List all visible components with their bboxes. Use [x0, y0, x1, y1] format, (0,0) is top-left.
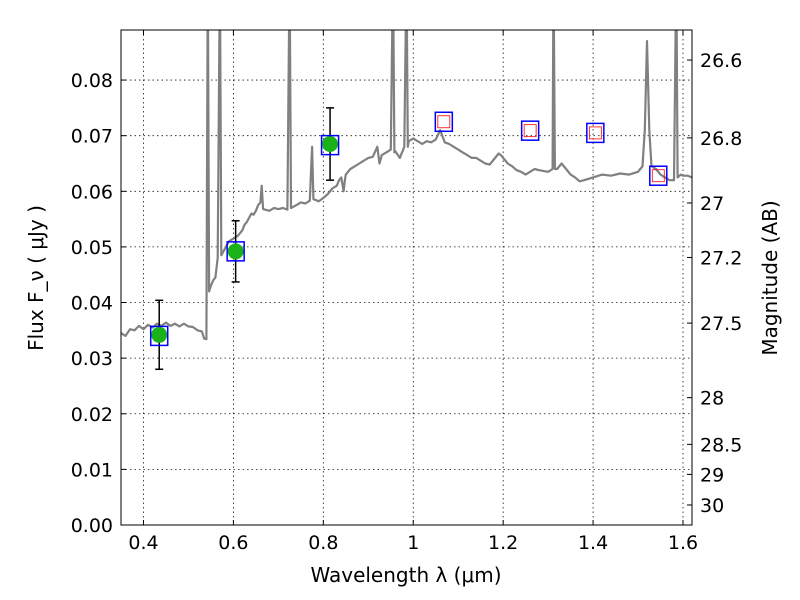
- spectrum-line: [121, 30, 692, 341]
- x-axis: 0.4 0.6 0.8 1 1.2 1.4 1.6: [128, 30, 698, 554]
- x-tick-label: 0.8: [308, 532, 338, 554]
- right-tick-label: 28.5: [700, 434, 742, 456]
- y-tick-label: 0.00: [71, 515, 113, 537]
- observed-point: [151, 326, 168, 343]
- y-tick-label: 0.02: [71, 404, 113, 426]
- x-tick-label: 1.2: [488, 532, 518, 554]
- grid-lines: [121, 30, 692, 526]
- right-tick-label: 26.8: [700, 128, 742, 150]
- plot-frame: [120, 29, 693, 526]
- y-tick-label: 0.03: [71, 348, 113, 370]
- right-tick-label: 27.2: [700, 247, 742, 269]
- predicted-square: [437, 115, 451, 129]
- y-axis: 0.00 0.01 0.02 0.03 0.04 0.05 0.06 0.07 0.08: [71, 70, 126, 537]
- x-tick-label: 1.6: [668, 532, 698, 554]
- right-tick-label: 28: [700, 388, 724, 410]
- plot-area: [121, 30, 692, 341]
- y-tick-label: 0.08: [71, 70, 113, 92]
- predicted-square: [523, 124, 537, 138]
- model-photometry-square: [320, 134, 340, 156]
- x-tick-label: 1.4: [578, 532, 608, 554]
- markers: [149, 107, 668, 371]
- model-photometry-square: [226, 241, 245, 262]
- right-tick-label: 27: [700, 193, 724, 215]
- predicted-square: [651, 169, 665, 183]
- right-axis: 26.6 26.8 27 27.2 27.5 28 28.5 29 30: [687, 50, 742, 517]
- right-axis-label: Magnitude (AB): [758, 200, 782, 355]
- x-tick-label: 0.4: [128, 532, 158, 554]
- x-tick-label: 1: [407, 532, 419, 554]
- y-tick-label: 0.01: [71, 459, 113, 481]
- right-tick-label: 27.5: [700, 313, 742, 335]
- right-tick-label: 26.6: [700, 50, 742, 72]
- y-tick-label: 0.07: [71, 126, 113, 148]
- predicted-square: [588, 126, 602, 140]
- y-tick-label: 0.05: [71, 237, 113, 259]
- model-photometry-square: [586, 122, 605, 144]
- y-tick-label: 0.04: [71, 293, 113, 315]
- x-tick-label: 0.6: [218, 532, 248, 554]
- observed-point: [227, 243, 244, 260]
- y-tick-label: 0.06: [71, 181, 113, 203]
- model-photometry-square: [649, 165, 668, 186]
- x-axis-label: Wavelength λ (μm): [310, 563, 501, 587]
- y-axis-label: Flux F_ν ( μJy ): [24, 205, 48, 351]
- model-photometry-square: [434, 111, 454, 133]
- model-photometry-square: [520, 120, 540, 141]
- observed-point: [322, 136, 339, 153]
- model-photometry-square: [149, 325, 169, 347]
- right-tick-label: 29: [700, 464, 724, 486]
- right-tick-label: 30: [700, 495, 724, 517]
